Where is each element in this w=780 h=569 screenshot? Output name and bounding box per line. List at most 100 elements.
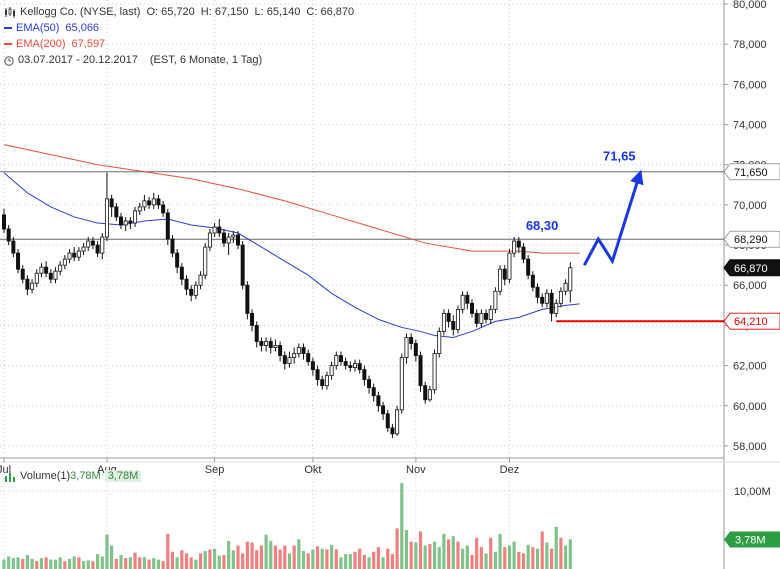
volume-bar — [133, 552, 137, 569]
candle-body — [212, 226, 217, 234]
volume-bar — [353, 551, 357, 569]
volume-bar — [72, 556, 76, 569]
candle-body — [338, 355, 343, 362]
candle-body — [352, 363, 357, 369]
volume-bar — [30, 558, 34, 569]
candle-body — [170, 238, 175, 254]
volume-bar — [77, 557, 81, 569]
volume-bar — [292, 545, 296, 569]
candle-body — [521, 246, 526, 260]
volume-bar — [564, 545, 568, 569]
candle-body — [217, 226, 222, 234]
volume-bar — [451, 536, 455, 569]
volume-legend: Volume(1) 3,78M 3,78M — [4, 470, 142, 482]
volume-bar — [456, 541, 460, 569]
open-label: O: — [146, 6, 159, 18]
candle-body — [2, 214, 7, 230]
volume-bar — [404, 529, 409, 569]
volume-bar — [128, 557, 132, 569]
candle-body — [20, 268, 25, 280]
volume-bar — [395, 528, 399, 569]
candle-body — [133, 210, 138, 224]
volume-bar — [35, 561, 39, 569]
candle-body — [324, 375, 329, 387]
ema200-value: 67,597 — [71, 38, 106, 50]
candle-body — [535, 286, 540, 298]
candle-body — [530, 274, 535, 288]
volume-bar — [269, 540, 273, 569]
candle-body — [479, 312, 484, 324]
volume-bar — [189, 557, 193, 569]
candle-body — [203, 246, 208, 276]
candle-body — [198, 274, 203, 286]
candle-body — [184, 278, 189, 290]
volume-bar — [287, 553, 292, 569]
candle-body — [62, 258, 67, 266]
candle-body — [329, 365, 334, 377]
volume-bar — [21, 558, 25, 569]
candle-body — [39, 266, 44, 274]
volume-bar — [512, 541, 516, 569]
candle-body — [165, 212, 170, 240]
volume-bar — [465, 545, 469, 569]
candle-body — [334, 355, 339, 366]
volume-badge: 3,78M — [104, 470, 142, 482]
candle-body — [278, 345, 283, 356]
candle-body — [67, 252, 72, 260]
candle-body — [432, 353, 437, 391]
volume-bar — [110, 545, 114, 569]
ema50-value: 65,066 — [65, 22, 100, 34]
volume-bar — [67, 558, 72, 569]
volume-bar — [475, 537, 479, 569]
candle-body — [264, 341, 269, 346]
volume-bar — [503, 547, 507, 569]
candle-body — [451, 321, 456, 330]
legend-ema200-row[interactable]: EMA(200) 67,597 — [4, 36, 354, 52]
candle-body — [404, 337, 409, 358]
y-tick-label: 80,000 — [733, 0, 767, 11]
volume-bar — [423, 545, 427, 569]
volume-bar — [217, 555, 221, 569]
volume-bar — [81, 561, 86, 569]
candle-body — [371, 387, 376, 397]
y-tick-label: 62,000 — [733, 361, 767, 373]
volume-bar — [442, 533, 446, 569]
candle-body — [558, 290, 563, 304]
legend-ema50-row[interactable]: EMA(50) 65,066 — [4, 20, 354, 36]
volume-bar — [372, 551, 376, 569]
legend-range-row: 03.07.2017 - 20.12.2017 (EST, 6 Monate, … — [4, 52, 354, 68]
candle-body — [469, 302, 474, 314]
volume-bar — [278, 549, 282, 569]
volume-bar — [470, 554, 474, 569]
volume-bar — [7, 556, 11, 569]
volume-bar — [531, 547, 535, 569]
candle-body — [409, 337, 414, 344]
volume-bar — [409, 541, 413, 569]
candle-body — [53, 270, 58, 280]
candle-body — [226, 236, 231, 244]
candle-body — [310, 361, 315, 371]
candle-body — [6, 228, 11, 242]
volume-bar — [428, 544, 432, 569]
candle-body — [86, 240, 91, 248]
candle-body — [147, 200, 152, 206]
x-tick-label: Jul — [0, 464, 11, 476]
level-tag-label: 64,210 — [734, 316, 768, 328]
candle-body — [292, 353, 297, 358]
candle-body — [245, 284, 250, 314]
high-value: 67,150 — [214, 6, 249, 18]
volume-bar — [320, 548, 324, 569]
volume-bar — [170, 551, 175, 569]
volume-bar — [559, 537, 563, 569]
volume-bar — [222, 554, 226, 569]
candle-body — [273, 345, 278, 348]
low-label: L: — [254, 6, 264, 18]
candle-body — [544, 292, 549, 304]
candle-body — [161, 204, 166, 214]
close-value: 66,870 — [320, 6, 355, 18]
volume-bar — [540, 531, 544, 569]
volume-bar — [535, 548, 540, 569]
volume-bar — [49, 559, 53, 569]
volume-bar — [348, 554, 352, 569]
y-tick-label: 60,000 — [733, 401, 767, 413]
